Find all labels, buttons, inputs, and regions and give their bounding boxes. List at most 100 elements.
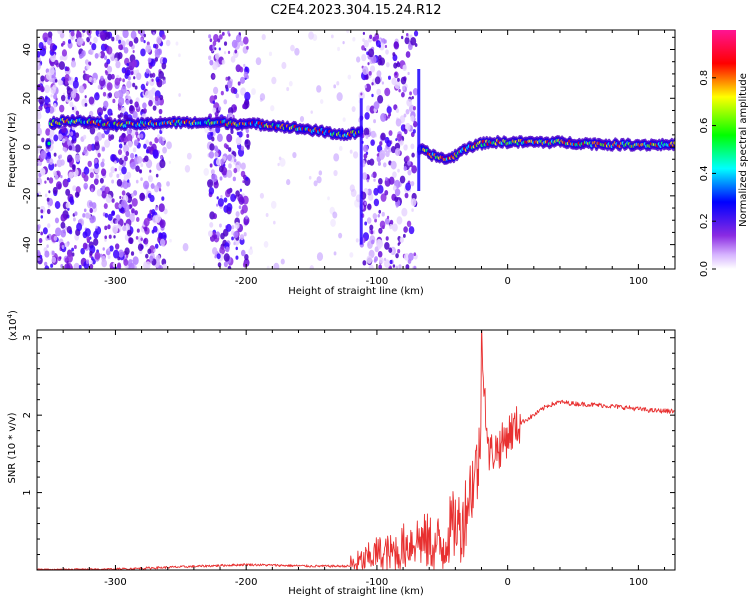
spectrogram-speck xyxy=(375,40,381,48)
spectrogram-speck xyxy=(102,91,107,97)
spectrogram-speck xyxy=(243,232,247,237)
spectrogram-speck xyxy=(59,256,62,260)
spectrogram-speck xyxy=(118,44,122,50)
spectrogram-speck xyxy=(235,136,242,146)
snr-y-multiplier-close: ) xyxy=(8,310,19,314)
spectrogram-speck xyxy=(388,130,393,136)
spectrogram-speck xyxy=(383,162,387,168)
spectrogram-speck xyxy=(65,202,71,209)
spectrogram-speck xyxy=(214,255,217,259)
spectrogram-speck xyxy=(115,214,121,222)
spectrogram-speck xyxy=(394,188,401,197)
spectrogram-speck xyxy=(240,209,245,215)
spectrogram-speck xyxy=(221,31,225,36)
spectrogram-speck xyxy=(111,198,115,203)
spectrogram-speck xyxy=(107,213,113,221)
spectrogram-speck xyxy=(268,51,273,57)
spectrogram-speck xyxy=(365,75,369,80)
spectrogram-speck xyxy=(255,57,262,66)
spectrogram-speck xyxy=(54,217,60,224)
spectrogram-speck xyxy=(381,211,385,217)
spectrogram-speck xyxy=(220,158,225,165)
spectrogram-speck xyxy=(108,92,113,99)
spectrogram-speck xyxy=(230,86,236,94)
spectrogram-speck xyxy=(290,44,295,52)
y-tick-label: 2 xyxy=(22,412,33,418)
spectrogram-speck xyxy=(351,106,356,112)
spectrogram-speck xyxy=(385,49,389,55)
spectrogram-speck xyxy=(74,211,78,216)
spectrogram-speck xyxy=(105,194,112,203)
spectrogram-speck xyxy=(408,252,414,261)
spectrogram-speck xyxy=(225,223,232,232)
spectrogram-speck xyxy=(53,235,58,241)
spectrogram-speck xyxy=(152,149,159,158)
spectrogram-speck xyxy=(132,256,139,265)
spectrogram-speck xyxy=(107,247,111,252)
spectrogram-speck xyxy=(153,249,156,253)
spectrogram-speck xyxy=(388,176,395,185)
spectrogram-speck xyxy=(140,48,146,57)
spectrogram-speck xyxy=(152,225,158,233)
spectrogram-speck xyxy=(400,76,407,85)
spectrogram-speck xyxy=(60,94,66,102)
spectrogram-speck xyxy=(238,205,242,210)
spectrogram-speck xyxy=(238,131,243,138)
spectrogram-speck xyxy=(388,147,392,153)
spectrogram-speck xyxy=(377,214,380,218)
spectrogram-speck xyxy=(136,155,143,164)
spectrogram-speck xyxy=(409,91,412,96)
spectrogram-speck xyxy=(106,46,113,55)
spectrogram-speck xyxy=(385,150,390,158)
spectrogram-speck xyxy=(57,79,63,86)
spectrogram-speck xyxy=(398,264,402,269)
spectrogram-speck xyxy=(342,41,345,45)
spectrogram-speck xyxy=(362,38,365,43)
spectrogram-speck xyxy=(166,141,172,150)
spectrogram-speck xyxy=(119,112,124,118)
spectrogram-speck xyxy=(51,74,54,79)
spectrogram-speck xyxy=(117,149,123,155)
spectrogram-speck xyxy=(69,196,74,203)
spectrogram-speck xyxy=(230,129,234,134)
spectrogram-speck xyxy=(67,39,72,44)
spectrogram-speck xyxy=(126,133,133,143)
snr-x-ticks: -300 -200 -100 0 100 xyxy=(36,330,666,588)
spectrogram-speck xyxy=(223,253,230,262)
spectrogram-speck xyxy=(128,40,134,47)
spectrogram-speck xyxy=(69,229,73,235)
spectrogram-speck xyxy=(137,235,143,244)
spectrogram-speck xyxy=(53,134,59,142)
spectrogram-speck xyxy=(349,149,353,154)
spectrogram-speck xyxy=(377,94,384,104)
spectrogram-speck xyxy=(122,180,129,190)
spectrogram-speck xyxy=(393,62,398,69)
spectrogram-speck xyxy=(94,161,100,169)
spectrogram-speck xyxy=(156,36,162,45)
spectrogram-speck xyxy=(104,139,111,148)
spectrogram-speck xyxy=(411,152,415,158)
spectrogram-speck xyxy=(404,36,410,45)
spectrogram-speck xyxy=(121,190,126,196)
spectrogram-speck xyxy=(132,82,136,88)
spectrogram-speck xyxy=(407,160,411,166)
spectrogram-speck xyxy=(233,231,239,239)
spectrogram-speck xyxy=(107,255,111,260)
spectrogram-speck xyxy=(367,48,375,58)
spectrogram-speck xyxy=(83,166,90,175)
spectrogram-speck xyxy=(143,108,147,114)
spectrogram-speck xyxy=(208,187,215,195)
spectrogram-speck xyxy=(52,84,57,91)
spectrogram-speck xyxy=(237,81,241,86)
spectrogram-speck xyxy=(132,111,138,119)
spectrogram-speck xyxy=(162,137,166,142)
spectrogram-speck xyxy=(234,221,240,230)
spectrogram-speck xyxy=(70,90,77,99)
spectrogram-speck xyxy=(73,262,80,269)
spectrogram-speck xyxy=(336,81,340,86)
y-tick-label: 1 xyxy=(22,489,33,495)
spectrogram-speck xyxy=(390,145,396,154)
spectrogram-speck xyxy=(85,74,90,81)
spectrogram-speck xyxy=(373,101,380,110)
snr-panel: -300 -200 -100 0 100 1 2 3 Height of straight … xyxy=(6,310,676,597)
